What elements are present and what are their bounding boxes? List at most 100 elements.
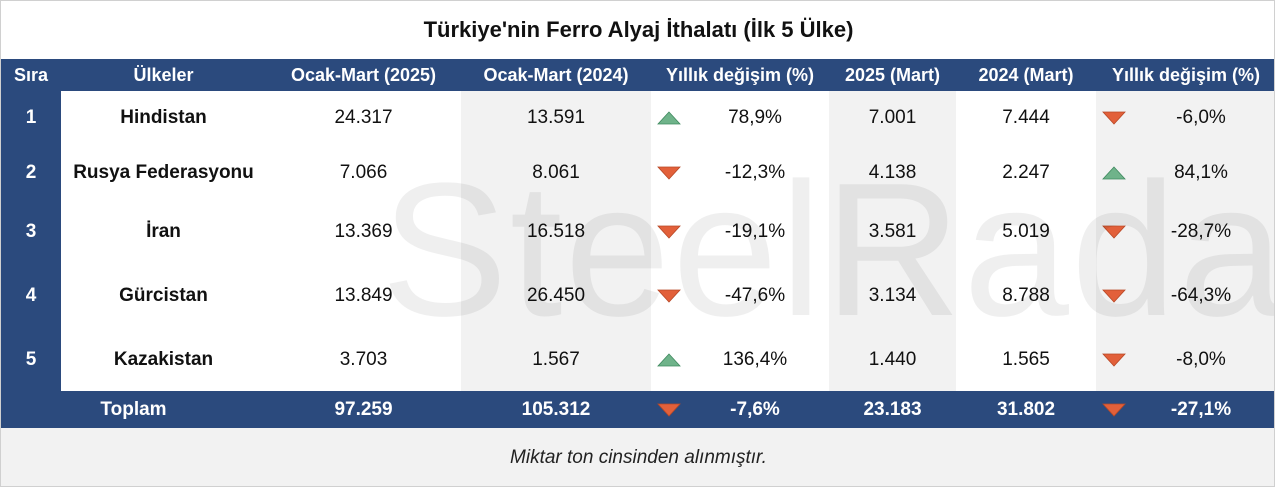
cell-text: Ocak-Mart (2024) xyxy=(483,64,629,85)
cell-text: 84,1% xyxy=(1174,161,1228,183)
cell-text: 3.581 xyxy=(868,221,917,242)
table-cell: 8.788 xyxy=(956,263,1096,329)
cell-text: Kazakistan xyxy=(113,349,214,370)
cell-text: Yıllık değişim (%) xyxy=(1111,64,1261,85)
table-cell: 1.440 xyxy=(829,329,956,391)
cell-text: Ülkeler xyxy=(133,64,194,85)
total-cell: -7,6% xyxy=(651,391,829,428)
cell-text: 2.247 xyxy=(1002,161,1050,183)
table-cell: İran xyxy=(61,201,266,263)
arrow-shape xyxy=(1102,353,1126,367)
arrow-shape xyxy=(657,289,681,303)
header-cell: 2024 (Mart) xyxy=(956,59,1096,91)
table-cell: 3.134 xyxy=(829,263,956,329)
cell-text: -7,6% xyxy=(730,398,780,420)
cell-text: 2 xyxy=(25,161,37,183)
table-cell: 7.444 xyxy=(956,91,1096,144)
cell-text: 4.138 xyxy=(868,161,917,183)
down-arrow xyxy=(1102,225,1126,239)
cell-text: 4 xyxy=(25,285,37,306)
cell-text: 1.565 xyxy=(1002,349,1050,370)
cell-text: 3.703 xyxy=(339,349,388,370)
table-cell: -47,6% xyxy=(651,263,829,329)
arrow-shape xyxy=(1102,403,1126,417)
table-cell: 1 xyxy=(1,91,61,144)
up-arrow xyxy=(657,353,681,367)
total-cell: Toplam xyxy=(1,391,266,428)
cell-text: 26.450 xyxy=(526,285,586,306)
table-cell: 84,1% xyxy=(1096,144,1274,201)
table-cell: 13.849 xyxy=(266,263,461,329)
table-cell: Gürcistan xyxy=(61,263,266,329)
table-cell: -64,3% xyxy=(1096,263,1274,329)
cell-text: 1.567 xyxy=(532,349,580,370)
table-cell: 5 xyxy=(1,329,61,391)
header-cell: Sıra xyxy=(1,59,61,91)
header-cell: Ocak-Mart (2024) xyxy=(461,59,651,91)
table-cell: 8.061 xyxy=(461,144,651,201)
down-arrow xyxy=(1102,111,1126,125)
arrow-shape xyxy=(657,166,681,180)
cell-text: 7.066 xyxy=(339,161,388,183)
footnote: Miktar ton cinsinden alınmıştır. xyxy=(1,428,1274,486)
cell-text: 13.849 xyxy=(334,285,393,306)
cell-text: 2024 (Mart) xyxy=(978,64,1074,85)
cell-text: -28,7% xyxy=(1170,221,1232,242)
down-arrow xyxy=(657,225,681,239)
table-cell: 5.019 xyxy=(956,201,1096,263)
table-cell: -28,7% xyxy=(1096,201,1274,263)
header-cell: Yıllık değişim (%) xyxy=(651,59,829,91)
down-arrow xyxy=(1102,289,1126,303)
total-cell: 97.259 xyxy=(266,391,461,428)
arrow-shape xyxy=(657,225,681,239)
cell-text: 97.259 xyxy=(334,398,393,420)
cell-text: -8,0% xyxy=(1176,349,1226,370)
cell-text: Sıra xyxy=(13,64,49,85)
cell-text: 105.312 xyxy=(521,398,591,420)
table-cell: 3.581 xyxy=(829,201,956,263)
total-cell: 31.802 xyxy=(956,391,1096,428)
down-arrow xyxy=(657,289,681,303)
table-cell: 1.567 xyxy=(461,329,651,391)
cell-text: 8.061 xyxy=(532,161,580,183)
cell-text: 1 xyxy=(25,106,37,128)
table-cell: 1.565 xyxy=(956,329,1096,391)
cell-text: 3 xyxy=(25,221,37,242)
arrow-shape xyxy=(657,353,681,367)
cell-text: -64,3% xyxy=(1170,285,1232,306)
table-cell: 78,9% xyxy=(651,91,829,144)
cell-text: -27,1% xyxy=(1170,398,1232,420)
cell-text: 13.591 xyxy=(526,106,586,128)
down-arrow xyxy=(1102,353,1126,367)
cell-text: -19,1% xyxy=(724,221,786,242)
cell-text: 23.183 xyxy=(863,398,922,420)
cell-text: 3.134 xyxy=(868,285,917,306)
cell-text: Rusya Federasyonu xyxy=(73,161,254,183)
header-cell: Ocak-Mart (2025) xyxy=(266,59,461,91)
cell-text: -6,0% xyxy=(1176,106,1226,128)
cell-text: İran xyxy=(146,221,181,242)
table-cell: Kazakistan xyxy=(61,329,266,391)
arrow-shape xyxy=(657,110,681,124)
arrow-shape xyxy=(1102,111,1126,125)
header-cell: Ülkeler xyxy=(61,59,266,91)
table-cell: 4 xyxy=(1,263,61,329)
table-cell: 26.450 xyxy=(461,263,651,329)
cell-text: 1.440 xyxy=(868,349,917,370)
table-cell: -12,3% xyxy=(651,144,829,201)
table-cell: 2.247 xyxy=(956,144,1096,201)
cell-text: Yıllık değişim (%) xyxy=(665,64,815,85)
cell-text: 7.001 xyxy=(868,106,917,128)
cell-text: 136,4% xyxy=(722,349,788,370)
table-cell: -6,0% xyxy=(1096,91,1274,144)
cell-text: Toplam xyxy=(100,398,167,420)
cell-text: 78,9% xyxy=(728,106,782,128)
table-cell: -8,0% xyxy=(1096,329,1274,391)
table-cell: 13.369 xyxy=(266,201,461,263)
arrow-shape xyxy=(1102,165,1126,179)
cell-text: Hindistan xyxy=(120,106,207,128)
down-arrow xyxy=(657,166,681,180)
cell-text: 8.788 xyxy=(1002,285,1050,306)
table-cell: 24.317 xyxy=(266,91,461,144)
